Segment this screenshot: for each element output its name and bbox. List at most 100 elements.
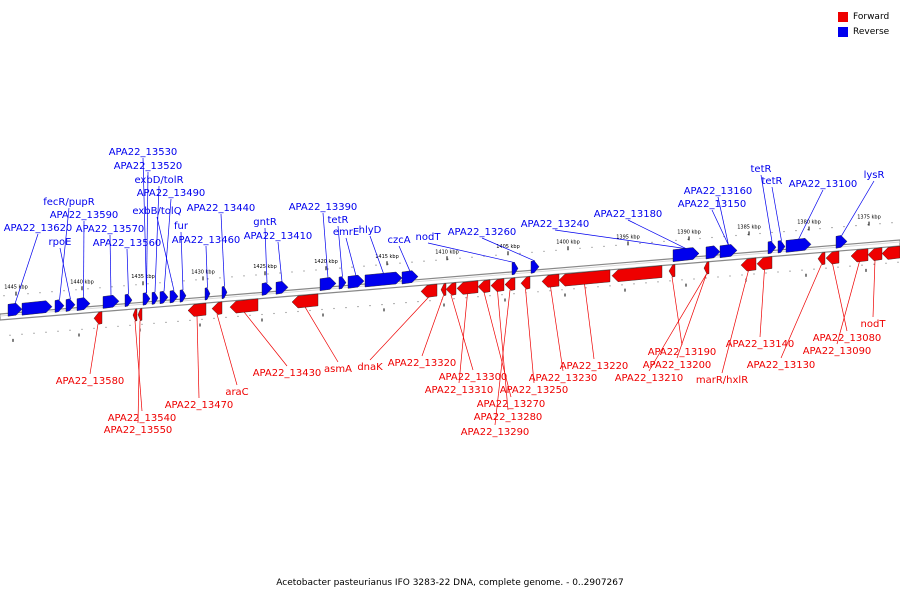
guide-dot: [21, 333, 23, 335]
guide-dot: [183, 280, 185, 282]
gene-label: APA22_13320: [388, 358, 457, 369]
forward-gene-arrow: [456, 280, 479, 295]
leader-line: [427, 242, 516, 264]
reverse-gene-arrow: [204, 287, 211, 301]
leader-line: [89, 323, 99, 375]
guide-dot: [309, 309, 311, 312]
leader-line: [554, 229, 687, 249]
guide-dot: [213, 317, 215, 319]
guide-dot: [675, 239, 677, 241]
gene-label: APA22_13260: [448, 227, 517, 238]
gene-label: marR/hxlR: [696, 375, 748, 386]
leader-line: [137, 320, 141, 424]
gene-label: APA22_13580: [56, 376, 125, 387]
gene-label: nodT: [861, 319, 887, 330]
guide-dot: [387, 263, 389, 265]
guide-dot: [399, 262, 401, 264]
reverse-gene-arrow: [151, 291, 159, 305]
legend: Forward Reverse: [838, 9, 889, 39]
forward-gene-arrow: [420, 283, 438, 298]
guide-dot: [33, 332, 35, 334]
forward-gene-arrow: [611, 265, 663, 282]
reverse-swatch: [838, 26, 848, 37]
guide-dot: [405, 302, 407, 304]
guide-dot: [873, 263, 875, 265]
leader-line: [671, 276, 683, 346]
leader-line: [196, 315, 200, 399]
gene-label: APA22_13490: [137, 188, 206, 199]
guide-dot: [27, 293, 29, 295]
guide-dot: [603, 245, 605, 247]
gene-label: APA22_13200: [643, 360, 712, 371]
leader-line: [134, 320, 143, 412]
gene-label: czcA: [387, 235, 410, 246]
leader-line: [798, 189, 824, 240]
legend-forward: Forward: [838, 9, 889, 24]
guide-dot: [471, 256, 473, 258]
gene-label: APA22_13520: [114, 161, 183, 172]
guide-dot: [711, 236, 713, 239]
leader-line: [494, 290, 511, 426]
leader-line: [126, 248, 129, 295]
guide-dot: [747, 233, 749, 236]
reverse-gene-arrow: [777, 240, 786, 254]
guide-dot: [597, 286, 599, 288]
gene-label: tetR: [328, 215, 349, 226]
guide-dot: [297, 310, 299, 313]
forward-gene-arrow: [504, 277, 516, 291]
guide-dot: [141, 323, 143, 325]
guide-dot: [837, 266, 839, 268]
guide-dot: [537, 291, 539, 293]
reverse-gene-arrow: [169, 290, 179, 304]
leader-line: [109, 234, 112, 296]
guide-dot: [489, 295, 491, 297]
guide-dot: [555, 249, 557, 251]
guide-dot: [813, 268, 815, 270]
reverse-gene-arrow: [338, 276, 347, 290]
leader-line: [154, 185, 160, 293]
guide-dot: [165, 321, 167, 323]
guide-dot: [195, 279, 197, 281]
reverse-gene-arrow: [102, 294, 120, 309]
guide-dot: [645, 282, 647, 284]
leader-line: [345, 237, 357, 276]
reverse-gene-arrow: [672, 247, 700, 262]
guide-dot: [45, 331, 47, 333]
guide-dot: [687, 238, 689, 240]
guide-dot: [291, 271, 293, 273]
leader-line: [421, 295, 444, 357]
guide-dot: [447, 258, 449, 260]
gene-label: nodT: [416, 232, 442, 243]
guide-dot: [651, 241, 653, 243]
guide-dot: [315, 269, 317, 271]
reverse-gene-arrow: [7, 302, 23, 317]
guide-dot: [417, 301, 419, 303]
guide-dot: [663, 240, 665, 242]
guide-dot: [465, 297, 467, 299]
guide-dot: [819, 228, 821, 230]
guide-dot: [81, 328, 83, 330]
guide-dot: [159, 282, 161, 284]
guide-dot: [621, 284, 623, 286]
leader-line: [14, 233, 39, 304]
forward-gene-arrow: [520, 276, 531, 290]
leader-line: [483, 292, 512, 398]
leader-line: [771, 186, 782, 241]
guide-dot: [339, 267, 341, 269]
gene-label: APA22_13180: [594, 209, 663, 220]
guide-dot: [177, 320, 179, 322]
guide-dot: [123, 285, 125, 287]
guide-dot: [561, 289, 563, 291]
guide-dot: [423, 260, 425, 262]
leader-line: [180, 231, 184, 290]
guide-dot: [9, 334, 11, 336]
guide-dot: [321, 308, 323, 311]
guide-dot: [243, 275, 245, 277]
forward-gene-arrow: [668, 264, 676, 278]
guide-dot: [891, 222, 893, 224]
kbp-tick-label: 1435 kbp: [131, 274, 155, 280]
leader-line: [458, 293, 468, 384]
kbp-tick-label: 1425 kbp: [253, 264, 277, 270]
leader-line: [264, 227, 268, 284]
guide-dot: [573, 288, 575, 290]
